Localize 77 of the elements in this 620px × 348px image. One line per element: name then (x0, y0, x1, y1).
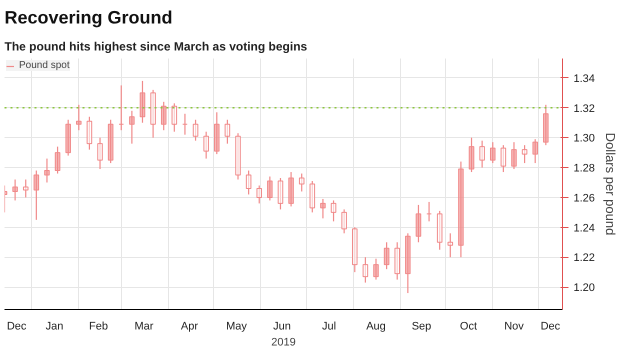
y-tick-label: 1.22 (574, 252, 595, 264)
candlestick (373, 258, 379, 280)
candlestick (490, 142, 496, 164)
x-tick-label: Jun (273, 320, 291, 332)
candlestick (511, 142, 517, 170)
candlestick (54, 146, 60, 174)
candlestick (86, 116, 92, 150)
x-tick-label: Jan (46, 320, 64, 332)
candlestick (203, 131, 209, 160)
candlestick (118, 84, 124, 131)
candlestick (405, 232, 411, 294)
y-tick-label: 1.30 (574, 132, 595, 145)
candlestick (543, 104, 549, 146)
candlestick (129, 110, 135, 144)
y-tick-label: 1.26 (574, 192, 595, 204)
candlestick (426, 201, 432, 222)
x-tick-label: Nov (504, 320, 524, 332)
candlestick (12, 178, 18, 202)
candlestick (298, 172, 304, 192)
candlestick (76, 104, 82, 131)
candlestick (22, 178, 29, 198)
candlestick (458, 160, 464, 258)
y-tick-label: 1.20 (574, 282, 595, 294)
candlestick (448, 232, 454, 258)
candlestick (192, 119, 198, 142)
candlestick (384, 242, 390, 270)
candlestick (522, 144, 528, 164)
x-tick-label: Dec (6, 320, 27, 332)
candlestick (34, 170, 40, 220)
candlestick (330, 200, 336, 222)
x-tick-label: Aug (366, 320, 386, 332)
x-tick-label: Feb (89, 320, 108, 332)
candlestick (214, 112, 220, 155)
candlestick (44, 158, 50, 184)
x-tick-label: Sep (412, 320, 432, 332)
candlestick (500, 144, 506, 173)
candlestick (235, 132, 241, 180)
x-tick-label: May (226, 320, 248, 332)
candlestick (362, 256, 368, 284)
candlestick (140, 80, 146, 124)
candlestick (172, 102, 178, 132)
candlestick (288, 171, 294, 208)
candlestick (256, 184, 262, 204)
candlestick (416, 204, 422, 243)
y-tick-label: 1.32 (574, 102, 595, 115)
candlestick (320, 198, 326, 219)
y-axis-title: Dollars per pound (602, 132, 618, 236)
x-tick-label: Oct (460, 320, 478, 332)
legend-label: Pound spot (19, 60, 70, 71)
candlestick (479, 140, 485, 168)
y-tick-label: 1.34 (574, 72, 595, 85)
candlestick (532, 138, 538, 164)
candlestick (267, 176, 273, 202)
candlestick (160, 101, 166, 131)
candlestick (150, 89, 156, 138)
candlestick (224, 119, 230, 144)
candlestick (310, 180, 316, 213)
y-tick-label: 1.28 (574, 162, 595, 175)
candlestick (246, 170, 252, 196)
candlestick (108, 119, 114, 164)
x-tick-label: Jul (322, 320, 336, 332)
candlestick (65, 119, 71, 156)
x-tick-label: Mar (134, 320, 154, 332)
candlestick (468, 137, 474, 173)
candlestick (97, 137, 103, 170)
chart-subtitle: The pound hits highest since March as voting begins (4, 40, 308, 54)
candlestick (341, 208, 347, 234)
y-tick-label: 1.24 (574, 222, 595, 234)
x-axis-title: 2019 (271, 336, 296, 348)
candlestick (394, 242, 400, 280)
x-tick-label: Dec (540, 320, 561, 332)
chart-title: Recovering Ground (4, 8, 173, 28)
candlestick (182, 113, 188, 136)
candlestick (436, 210, 442, 250)
candlestick (352, 226, 358, 273)
x-tick-label: Apr (180, 320, 198, 332)
candlestick (278, 177, 284, 210)
